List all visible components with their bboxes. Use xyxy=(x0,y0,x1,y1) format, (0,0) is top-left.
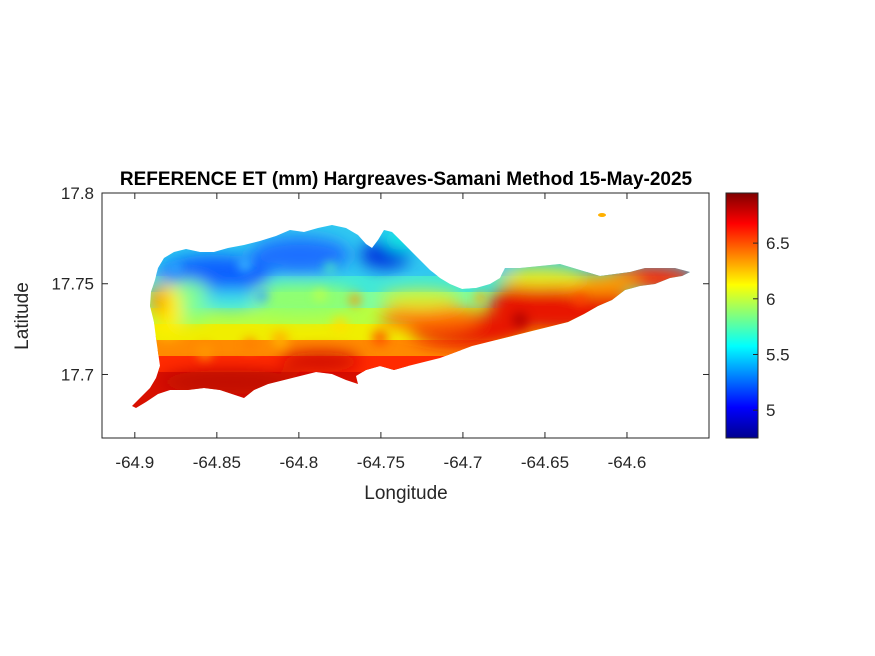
colorbar: 5 5.5 6 6.5 xyxy=(725,192,790,439)
east-yellow xyxy=(495,267,585,287)
y-axis: 17.7 17.75 17.8 xyxy=(51,184,709,384)
x-tick-label: -64.8 xyxy=(279,453,318,472)
y-tick-label: 17.7 xyxy=(61,365,94,384)
chart-title: REFERENCE ET (mm) Hargreaves-Samani Meth… xyxy=(120,169,693,190)
y-axis-label: Latitude xyxy=(12,282,33,350)
y-tick-label: 17.8 xyxy=(61,184,94,203)
islet xyxy=(598,213,606,217)
x-tick-label: -64.9 xyxy=(115,453,154,472)
mid-yellow xyxy=(380,290,460,310)
x-tick-label: -64.6 xyxy=(608,453,647,472)
colorbar-tick-label: 5.5 xyxy=(766,345,790,364)
colorbar-fill xyxy=(725,192,759,439)
x-tick-label: -64.7 xyxy=(444,453,483,472)
y-tick-label: 17.75 xyxy=(51,275,94,294)
x-tick-label: -64.75 xyxy=(357,453,405,472)
center-green xyxy=(240,284,360,316)
x-axis: -64.9 -64.85 -64.8 -64.75 -64.7 -64.65 -64.6 xyxy=(115,193,646,472)
colorbar-tick-label: 5 xyxy=(766,401,775,420)
north-blue-mid xyxy=(250,237,350,273)
x-axis-label: Longitude xyxy=(364,483,447,504)
s-dark-red xyxy=(280,352,360,372)
x-tick-label: -64.85 xyxy=(193,453,241,472)
x-tick-label: -64.65 xyxy=(521,453,569,472)
colorbar-tick-label: 6.5 xyxy=(766,234,790,253)
colorbar-ticks: 5 5.5 6 6.5 xyxy=(753,234,790,420)
center-cyan xyxy=(200,290,260,310)
mid-orange xyxy=(380,306,480,330)
west-orange xyxy=(150,284,166,316)
colorbar-tick-label: 6 xyxy=(766,290,775,309)
